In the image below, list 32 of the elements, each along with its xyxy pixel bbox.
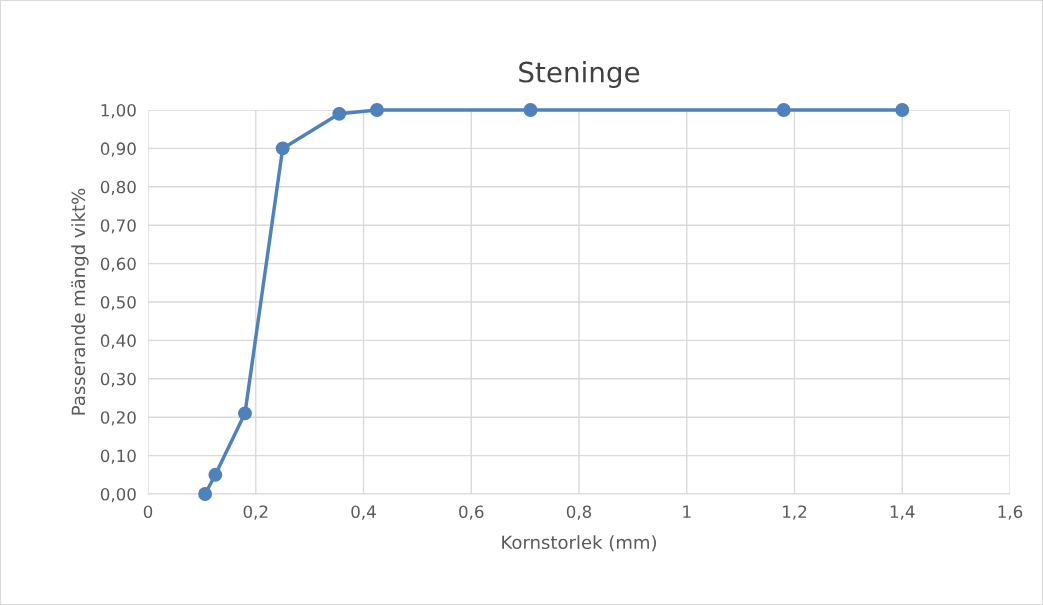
y-tick-label: 0,80 [100, 180, 136, 196]
y-tick-label: 0,90 [100, 142, 136, 157]
y-tick-label: 0,40 [100, 334, 136, 349]
y-axis-title: Passerande mängd vikt% [71, 188, 89, 415]
point [275, 141, 290, 156]
x-tick-label: 0,6 [459, 505, 484, 520]
x-tick-label: 0,2 [243, 505, 268, 520]
x-tick-label: 1,4 [890, 505, 915, 520]
y-tick-label: 0,00 [100, 487, 136, 503]
x-tick-label: 0,4 [351, 505, 376, 520]
y-tick-label: 0,70 [100, 219, 136, 234]
x-tick-label: 1,2 [783, 505, 807, 520]
point [776, 103, 791, 117]
y-tick-label: 1,00 [101, 103, 136, 119]
point [370, 103, 384, 117]
point [332, 106, 347, 121]
point [523, 103, 538, 117]
y-tick-label: 0,60 [100, 257, 136, 272]
x-tick-label: 0 [143, 505, 153, 519]
x-axis-title: Kornstorlek (mm) [502, 535, 656, 552]
y-tick-label: 0,10 [100, 449, 136, 464]
point [895, 103, 910, 117]
point [208, 467, 223, 482]
point [238, 406, 252, 421]
x-tick-label: 1,6 [998, 505, 1023, 520]
x-tick-label: 1 [683, 505, 691, 518]
y-tick-label: 0,30 [100, 372, 136, 388]
point [198, 487, 213, 501]
chart-title: Steninge [519, 61, 640, 88]
x-tick-label: 0,8 [566, 505, 592, 520]
y-tick-label: 0,20 [100, 411, 136, 426]
y-tick-label: 0,50 [100, 295, 136, 311]
